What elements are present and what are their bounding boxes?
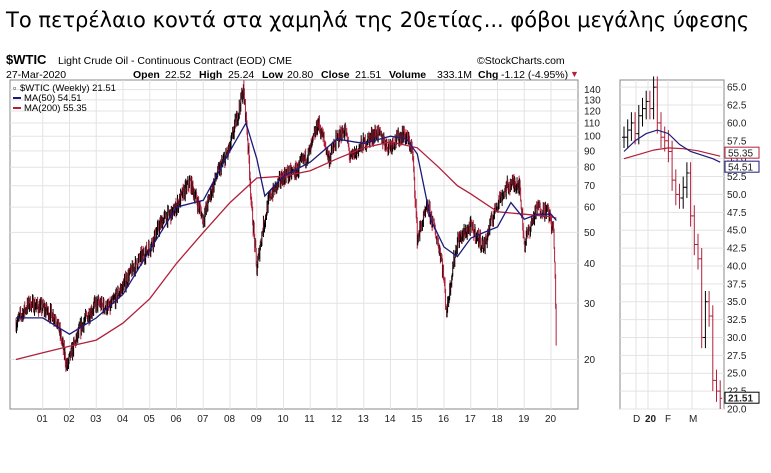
- y-tick-label: 42.5: [727, 244, 747, 255]
- x-tick-label: 04: [117, 414, 129, 425]
- y-tick-label: 40.0: [727, 261, 747, 272]
- y-tick-label: 52.5: [727, 172, 747, 183]
- detail-x-axis: D 20 F M: [633, 414, 697, 425]
- y-tick-label: 70: [584, 181, 596, 192]
- y-tick-label: 35.0: [727, 297, 747, 308]
- x-tick-label: D: [633, 414, 640, 425]
- x-tick-label: 13: [358, 414, 370, 425]
- instrument-description: Light Crude Oil - Continuous Contract (E…: [58, 55, 292, 67]
- open-value: 22.52: [165, 69, 191, 81]
- y-tick-label: 40: [584, 259, 596, 270]
- y-tick-label: 110: [584, 119, 600, 130]
- x-tick-label: 12: [331, 414, 343, 425]
- detail-plot-frame: [619, 79, 725, 410]
- y-tick-label: 45.0: [727, 226, 747, 237]
- y-tick-label: 60.0: [727, 118, 747, 129]
- low-label: Low: [262, 69, 284, 81]
- high-label: High: [199, 69, 222, 81]
- y-tick-label: 50: [584, 228, 596, 239]
- x-tick-label: 15: [411, 414, 423, 425]
- y-tick-label: 30: [584, 299, 596, 310]
- x-tick-label: M: [689, 414, 697, 425]
- legend-item-price: $WTIC (Weekly) 21.51: [20, 83, 116, 94]
- x-tick-label: 14: [385, 414, 397, 425]
- main-x-axis: 01 02 03 04 05 06 07 08 09 10 11 12 13 14 15 16 17 18 19 20: [37, 414, 557, 425]
- down-arrow-icon: ▼: [570, 69, 579, 79]
- y-tick-label: 37.5: [727, 279, 747, 290]
- x-tick-label: 10: [278, 414, 290, 425]
- legend: ▫ $WTIC (Weekly) 21.51 MA(50) 54.51 MA(2…: [13, 83, 116, 114]
- y-tick-label: 55.0: [727, 154, 747, 165]
- source-credit: ©StockCharts.com: [477, 55, 565, 67]
- y-tick-label: 120: [584, 106, 601, 117]
- x-tick-label: 06: [171, 414, 183, 425]
- x-tick-label: 02: [64, 414, 76, 425]
- close-value: 21.51: [355, 69, 381, 81]
- y-tick-label: 47.5: [727, 208, 747, 219]
- x-tick-label: 08: [224, 414, 236, 425]
- x-tick-label: 18: [492, 414, 504, 425]
- y-tick-label: 130: [584, 95, 601, 106]
- quote-date: 27-Mar-2020: [6, 69, 66, 81]
- x-tick-label: 11: [304, 414, 315, 425]
- detail-ma200-line: [623, 147, 721, 160]
- y-tick-label: 25.0: [727, 369, 747, 380]
- y-tick-label: 50.0: [727, 190, 747, 201]
- x-tick-label: 20: [645, 414, 657, 425]
- y-tick-label: 80: [584, 163, 596, 174]
- x-tick-label: 20: [545, 414, 557, 425]
- legend-item-ma200: MA(200) 55.35: [24, 103, 87, 114]
- x-tick-label: 05: [144, 414, 156, 425]
- y-tick-label: 32.5: [727, 315, 747, 326]
- headline: Το πετρέλαιο κοντά στα χαμηλά της 20ετία…: [6, 8, 750, 32]
- open-label: Open: [133, 69, 160, 81]
- x-tick-label: 07: [197, 414, 209, 425]
- y-tick-label: 20.0: [727, 405, 747, 416]
- x-tick-label: 09: [251, 414, 263, 425]
- legend-swatch-price: ▫: [13, 83, 16, 93]
- y-tick-label: 90: [584, 146, 596, 157]
- y-tick-label: 65.0: [727, 83, 747, 94]
- legend-item-ma50: MA(50) 54.51: [24, 93, 82, 104]
- y-tick-label: 30.0: [727, 333, 747, 344]
- y-tick-label: 20: [584, 355, 596, 366]
- chg-label: Chg: [478, 69, 498, 81]
- price-tag-box: [724, 146, 760, 159]
- x-tick-label: 03: [90, 414, 102, 425]
- price-tag-label: 54.51: [728, 163, 753, 174]
- ma50-line: [16, 121, 557, 335]
- detail-price-tags: 55.35 54.51 21.51: [724, 146, 760, 405]
- price-tag-box: [724, 391, 760, 404]
- chg-value: -1.12 (-4.95%): [501, 69, 568, 81]
- y-tick-label: 60: [584, 203, 596, 214]
- price-tag-label: 21.51: [728, 394, 753, 405]
- y-tick-label: 140: [584, 85, 601, 96]
- y-tick-label: 27.5: [727, 351, 747, 362]
- x-tick-label: F: [665, 414, 671, 425]
- low-value: 20.80: [287, 69, 313, 81]
- volume-value: 333.1M: [437, 69, 472, 81]
- y-tick-label: 62.5: [727, 101, 747, 112]
- x-tick-label: 16: [438, 414, 450, 425]
- detail-ma50-line: [623, 129, 721, 163]
- detail-y-axis: 20.022.525.027.530.032.535.037.540.042.5…: [727, 83, 747, 416]
- volume-label: Volume: [389, 69, 426, 81]
- x-tick-label: 01: [37, 414, 49, 425]
- ma200-line: [15, 141, 557, 361]
- y-tick-label: 57.5: [727, 136, 747, 147]
- detail-price-bars: [622, 76, 723, 409]
- price-tag-label: 55.35: [728, 149, 753, 160]
- high-value: 25.24: [228, 69, 254, 81]
- price-tag-box: [724, 160, 760, 173]
- close-label: Close: [321, 69, 350, 81]
- x-tick-label: 17: [465, 414, 477, 425]
- symbol: $WTIC: [6, 52, 47, 67]
- y-tick-label: 100: [584, 132, 601, 143]
- x-tick-label: 19: [518, 414, 530, 425]
